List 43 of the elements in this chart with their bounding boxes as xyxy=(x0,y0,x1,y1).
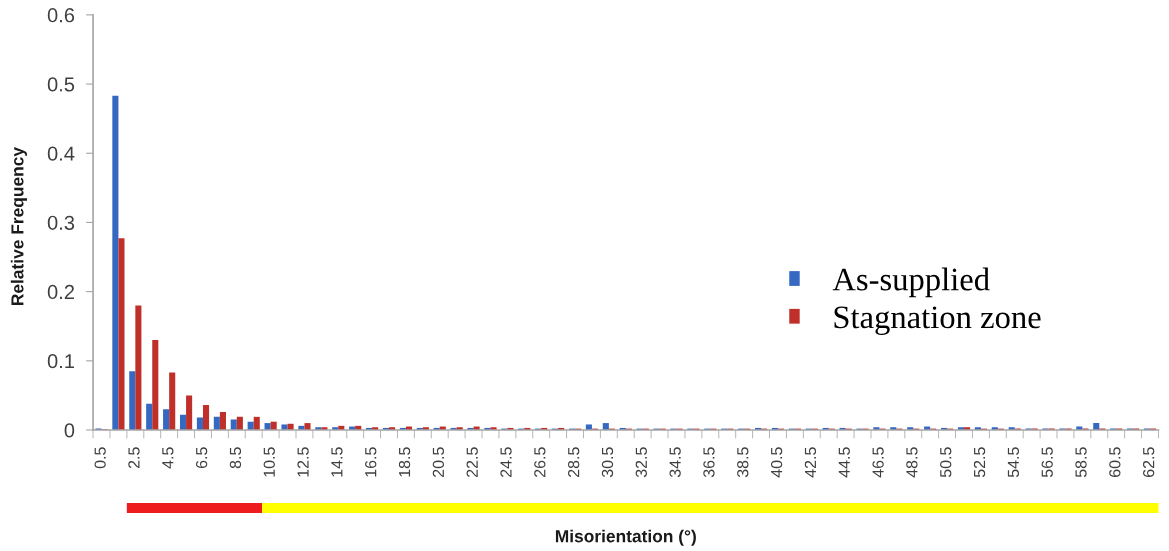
legend-label: As-supplied xyxy=(832,267,990,298)
x-tick-label: 56.5 xyxy=(1041,447,1053,478)
x-tick-label: 12.5 xyxy=(297,447,309,477)
y-tick-label: 0 xyxy=(64,423,75,438)
x-tick-label: 58.5 xyxy=(1075,447,1087,478)
x-tick-label: 48.5 xyxy=(906,447,918,478)
x-tick-label: 18.5 xyxy=(398,447,411,477)
x-tick-label: 4.5 xyxy=(162,447,174,469)
y-tick-label: 0.1 xyxy=(47,354,75,369)
x-tick-label: 62.5 xyxy=(1143,447,1155,477)
x-tick-label: 2.5 xyxy=(128,447,140,469)
x-tick-label: 28.5 xyxy=(568,447,580,477)
x-tick-label: 40.5 xyxy=(770,447,783,478)
x-tick-label: 8.5 xyxy=(229,447,242,469)
x-tick-label: 46.5 xyxy=(872,447,884,478)
x-tick-label: 60.5 xyxy=(1109,447,1121,477)
x-tick-label: 6.5 xyxy=(195,447,208,469)
y-tick-label: 0.5 xyxy=(47,77,75,92)
x-tick-label: 52.5 xyxy=(973,447,986,478)
x-tick-label: 54.5 xyxy=(1007,447,1020,478)
x-tick-label: 42.5 xyxy=(804,447,817,478)
x-tick-label: 30.5 xyxy=(601,447,614,478)
x-tick-label: 32.5 xyxy=(635,447,647,478)
legend-label: Stagnation zone xyxy=(834,306,1041,336)
x-tick-label: 22.5 xyxy=(466,447,478,477)
x-tick-label: 38.5 xyxy=(737,447,749,478)
x-tick-label: 44.5 xyxy=(838,447,850,478)
x-tick-label: 26.5 xyxy=(534,447,546,477)
y-tick-label: 0.2 xyxy=(47,284,74,300)
y-axis-title: Relative Frequency xyxy=(10,147,27,306)
x-tick-label: 36.5 xyxy=(703,447,715,478)
x-tick-label: 16.5 xyxy=(365,447,377,477)
x-tick-label: 20.5 xyxy=(432,447,445,477)
x-tick-label: 50.5 xyxy=(940,447,952,478)
y-tick-label: 0.3 xyxy=(47,215,75,230)
x-tick-label: 34.5 xyxy=(669,447,681,478)
x-tick-label: 10.5 xyxy=(263,447,275,477)
x-axis-title: Misorientation (°) xyxy=(555,529,696,546)
y-tick-label: 0.4 xyxy=(47,146,75,161)
x-tick-label: 14.5 xyxy=(331,447,343,477)
x-tick-label: 0.5 xyxy=(94,447,106,469)
x-tick-label: 24.5 xyxy=(500,447,512,477)
y-tick-label: 0.6 xyxy=(47,8,75,23)
